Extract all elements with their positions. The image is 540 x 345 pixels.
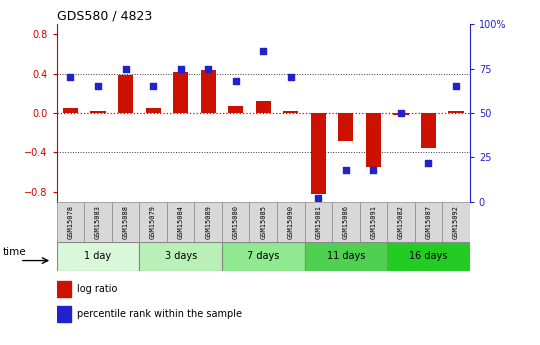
Text: GSM15078: GSM15078	[68, 205, 73, 239]
Bar	[387, 202, 415, 242]
Bar	[222, 202, 249, 242]
Point	[232, 78, 240, 84]
Point	[342, 167, 350, 172]
Text: 7 days: 7 days	[247, 251, 279, 261]
Bar	[118, 76, 133, 113]
Bar	[421, 113, 436, 148]
Bar	[249, 202, 277, 242]
Bar	[332, 202, 360, 242]
Text: 11 days: 11 days	[327, 251, 365, 261]
Text: GSM15080: GSM15080	[233, 205, 239, 239]
Point	[66, 75, 75, 80]
Bar	[338, 113, 354, 141]
Bar	[415, 202, 442, 242]
Bar	[305, 202, 332, 242]
Bar	[228, 106, 244, 113]
Bar	[360, 202, 387, 242]
Bar	[57, 202, 84, 242]
Text: time: time	[3, 247, 26, 257]
Point	[122, 66, 130, 71]
Bar	[283, 111, 299, 113]
Text: GSM15087: GSM15087	[426, 205, 431, 239]
Bar	[200, 70, 216, 113]
Bar	[90, 111, 106, 113]
Bar	[112, 202, 139, 242]
Bar	[57, 241, 139, 271]
Text: GSM15085: GSM15085	[260, 205, 266, 239]
Text: GSM15082: GSM15082	[398, 205, 404, 239]
Bar	[57, 281, 71, 297]
Bar	[167, 202, 194, 242]
Point	[94, 83, 103, 89]
Text: GSM15088: GSM15088	[123, 205, 129, 239]
Bar	[173, 71, 188, 113]
Bar	[277, 202, 305, 242]
Text: GSM15090: GSM15090	[288, 205, 294, 239]
Bar	[139, 241, 222, 271]
Bar	[366, 113, 381, 167]
Point	[424, 160, 433, 166]
Point	[259, 48, 268, 53]
Text: GSM15091: GSM15091	[370, 205, 376, 239]
Text: GSM15086: GSM15086	[343, 205, 349, 239]
Text: percentile rank within the sample: percentile rank within the sample	[77, 309, 242, 319]
Bar	[222, 241, 305, 271]
Text: GSM15089: GSM15089	[205, 205, 211, 239]
Text: log ratio: log ratio	[77, 284, 118, 294]
Text: GSM15092: GSM15092	[453, 205, 459, 239]
Point	[314, 196, 323, 201]
Bar	[255, 101, 271, 113]
Point	[397, 110, 406, 116]
Bar	[442, 202, 470, 242]
Text: GSM15083: GSM15083	[95, 205, 101, 239]
Text: GSM15079: GSM15079	[150, 205, 156, 239]
Bar	[63, 108, 78, 113]
Point	[369, 167, 378, 172]
Point	[204, 66, 213, 71]
Text: 1 day: 1 day	[84, 251, 112, 261]
Bar	[393, 113, 409, 115]
Bar	[145, 108, 161, 113]
Text: GSM15081: GSM15081	[315, 205, 321, 239]
Bar	[84, 202, 112, 242]
Text: 3 days: 3 days	[165, 251, 197, 261]
Text: 16 days: 16 days	[409, 251, 448, 261]
Text: GDS580 / 4823: GDS580 / 4823	[57, 10, 152, 23]
Point	[177, 66, 185, 71]
Bar	[194, 202, 222, 242]
Text: GSM15084: GSM15084	[178, 205, 184, 239]
Bar	[57, 306, 71, 323]
Bar	[387, 241, 470, 271]
Bar	[448, 111, 464, 113]
Point	[287, 75, 295, 80]
Point	[149, 83, 158, 89]
Point	[452, 83, 461, 89]
Bar	[310, 113, 326, 194]
Bar	[139, 202, 167, 242]
Bar	[305, 241, 387, 271]
